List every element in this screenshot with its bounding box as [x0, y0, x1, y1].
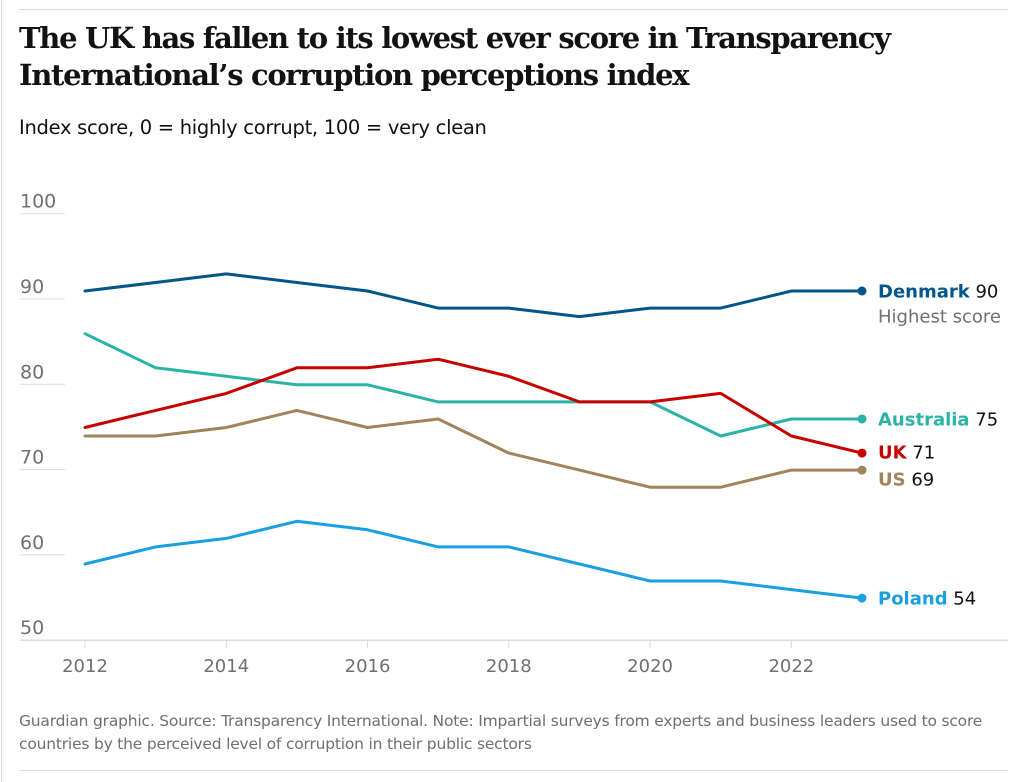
- series-line-us: [83, 408, 864, 489]
- series-annotation-denmark: Highest score: [878, 307, 1001, 328]
- series-value-uk: 71: [907, 443, 936, 464]
- x-axis: 2012 2014 2016 2018 2020 2022: [62, 640, 814, 677]
- series-value-australia: 75: [970, 409, 999, 430]
- series-name-us: US: [878, 470, 906, 491]
- series-value-us: 69: [906, 470, 935, 491]
- series-line-denmark: [83, 272, 864, 319]
- series-name-poland: Poland: [878, 589, 948, 610]
- series-end-dot-denmark: [857, 286, 867, 296]
- series-end-dot-us: [857, 465, 867, 475]
- line-chart: 100 90 80 70 60 50 2012 2014 2016 2018 2020 2022 D…: [20, 191, 1008, 677]
- series-label-uk: UK 71: [878, 443, 935, 464]
- series-name-denmark: Denmark: [878, 282, 971, 303]
- y-tick-label: 70: [20, 447, 44, 469]
- series-value-denmark: 90: [970, 282, 999, 303]
- series-line-uk: [83, 357, 864, 455]
- top-rule: [19, 9, 1008, 10]
- chart-title: The UK has fallen to its lowest ever sco…: [19, 21, 891, 92]
- series-end-dot-poland: [857, 593, 867, 603]
- y-tick-label: 80: [20, 361, 44, 383]
- x-tick-label: 2018: [486, 656, 532, 677]
- series-lines: [83, 272, 867, 603]
- y-gridlines: [20, 213, 1008, 641]
- series-value-poland: 54: [948, 589, 977, 610]
- series-end-dot-australia: [857, 414, 867, 424]
- y-tick-label: 100: [20, 191, 56, 213]
- series-name-uk: UK: [878, 443, 908, 464]
- series-line-poland: [83, 519, 864, 600]
- x-tick-label: 2022: [768, 656, 814, 677]
- chart-subtitle: Index score, 0 = highly corrupt, 100 = v…: [19, 116, 487, 139]
- y-tick-label: 90: [20, 276, 44, 298]
- y-axis-tick-labels: 100 90 80 70 60 50: [20, 191, 56, 640]
- x-tick-label: 2014: [203, 656, 249, 677]
- series-labels: Denmark 90 Highest score Australia 75 UK 71…: [878, 282, 1001, 610]
- x-tick-label: 2012: [62, 656, 108, 677]
- series-line-australia: [83, 332, 864, 438]
- y-tick-label: 50: [20, 617, 44, 639]
- series-label-denmark: Denmark 90: [878, 282, 998, 303]
- series-name-australia: Australia: [878, 409, 970, 430]
- left-border: [1, 0, 2, 782]
- series-label-poland: Poland 54: [878, 589, 976, 610]
- source-note: Guardian graphic. Source: Transparency I…: [19, 712, 983, 753]
- y-tick-label: 60: [20, 532, 44, 554]
- series-label-australia: Australia 75: [878, 409, 998, 430]
- x-tick-label: 2020: [627, 656, 673, 677]
- series-end-dot-uk: [857, 448, 867, 458]
- bottom-rule: [19, 770, 1008, 771]
- series-label-us: US 69: [878, 470, 934, 491]
- x-tick-label: 2016: [345, 656, 391, 677]
